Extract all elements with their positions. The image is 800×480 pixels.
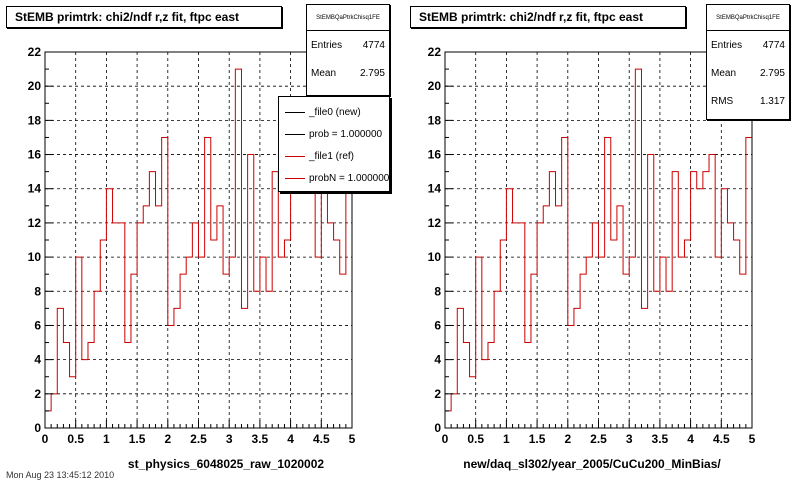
right-y-tick-label: 4	[434, 353, 441, 367]
legend-label: _file1 (ref)	[309, 150, 355, 162]
left-x-tick-label: 1	[103, 432, 110, 446]
left-x-tick-label: 2	[164, 432, 171, 446]
right-x-tick-label: 3	[626, 432, 633, 446]
right-y-tick-label: 22	[428, 45, 442, 59]
left-x-tick-label: 3.5	[252, 432, 269, 446]
left-x-tick-label: 2.5	[190, 432, 207, 446]
right-stats-name: StEMBQaPtrkChisq1FE	[707, 5, 789, 31]
right-stats-value: 2.795	[759, 67, 785, 79]
right-x-tick-label: 0.5	[467, 432, 484, 446]
legend-entry-file0: _file0 (new)	[279, 101, 389, 123]
right-stats-label: Entries	[711, 39, 743, 51]
right-y-tick-label: 6	[434, 318, 441, 332]
left-x-tick-label: 4.5	[313, 432, 330, 446]
left-x-tick-label: 1.5	[129, 432, 146, 446]
left-x-tick-label: 3	[226, 432, 233, 446]
left-stats-box: StEMBQaPtrkChisq1FE Entries 4774 Mean 2.…	[306, 4, 390, 96]
right-y-tick-label: 18	[428, 113, 442, 127]
legend-line-swatch	[285, 133, 305, 135]
right-y-tick-label: 12	[428, 216, 442, 230]
left-stats-row-mean: Mean 2.795	[307, 59, 389, 87]
left-y-tick-label: 12	[28, 216, 42, 230]
left-legend: _file0 (new) prob = 1.000000 _file1 (ref…	[278, 96, 390, 192]
left-y-tick-label: 6	[34, 318, 41, 332]
right-histogram-series	[444, 68, 753, 428]
left-chart-title: StEMB primtrk: chi2/ndf r,z fit, ftpc ea…	[6, 6, 282, 28]
left-stats-value: 4774	[362, 39, 385, 51]
right-x-tick-label: 1.5	[529, 432, 546, 446]
right-stats-value: 1.317	[759, 95, 785, 107]
left-y-tick-label: 14	[28, 182, 42, 196]
right-stats-box: StEMBQaPtrkChisq1FE Entries 4774 Mean 2.…	[706, 4, 790, 120]
right-y-tick-label: 10	[428, 250, 442, 264]
right-y-tick-label: 14	[428, 182, 442, 196]
left-y-tick-label: 10	[28, 250, 42, 264]
right-x-axis-title: new/daq_sl302/year_2005/CuCu200_MinBias/	[463, 457, 721, 471]
right-x-tick-label: 2.5	[590, 432, 607, 446]
right-y-tick-label: 0	[434, 421, 441, 435]
left-y-tick-label: 16	[28, 148, 42, 162]
left-x-axis-title: st_physics_6048025_raw_1020002	[127, 457, 325, 471]
right-x-tick-label: 3.5	[652, 432, 669, 446]
left-stats-value: 2.795	[359, 67, 385, 79]
right-stats-row-entries: Entries 4774	[707, 31, 789, 59]
right-stats-row-mean: Mean 2.795	[707, 59, 789, 87]
legend-line-swatch	[285, 155, 305, 157]
left-y-tick-label: 18	[28, 113, 42, 127]
right-x-tick-label: 4	[687, 432, 694, 446]
left-y-tick-label: 2	[34, 387, 41, 401]
right-chart-title: StEMB primtrk: chi2/ndf r,z fit, ftpc ea…	[410, 6, 686, 28]
right-stats-label: RMS	[711, 95, 734, 107]
right-x-tick-label: 1	[503, 432, 510, 446]
left-y-tick-label: 4	[34, 353, 41, 367]
left-x-tick-label: 0	[42, 432, 49, 446]
legend-line-swatch	[285, 177, 305, 179]
legend-label: probN = 1.000000	[309, 172, 390, 184]
left-stats-label: Mean	[311, 67, 337, 79]
left-stats-row-entries: Entries 4774	[307, 31, 389, 59]
left-y-tick-label: 8	[34, 284, 41, 298]
legend-entry-probn: probN = 1.000000	[279, 167, 389, 189]
legend-entry-prob: prob = 1.000000	[279, 123, 389, 145]
left-x-tick-label: 0.5	[67, 432, 84, 446]
left-stats-name: StEMBQaPtrkChisq1FE	[307, 5, 389, 31]
right-y-tick-label: 16	[428, 148, 442, 162]
right-stats-label: Mean	[711, 67, 737, 79]
right-stats-value: 4774	[762, 39, 785, 51]
right-y-tick-label: 8	[434, 284, 441, 298]
left-y-tick-label: 22	[28, 45, 42, 59]
right-x-tick-label: 2	[564, 432, 571, 446]
legend-label: _file0 (new)	[309, 106, 361, 118]
legend-label: prob = 1.000000	[309, 128, 383, 140]
right-y-tick-label: 20	[428, 79, 442, 93]
legend-entry-file1: _file1 (ref)	[279, 145, 389, 167]
left-y-tick-label: 20	[28, 79, 42, 93]
right-y-tick-label: 2	[434, 387, 441, 401]
left-x-tick-label: 5	[349, 432, 356, 446]
left-x-tick-label: 4	[287, 432, 294, 446]
legend-line-swatch	[285, 111, 305, 113]
right-x-tick-label: 5	[749, 432, 756, 446]
right-stats-row-rms: RMS 1.317	[707, 87, 789, 115]
right-x-tick-label: 0	[442, 432, 449, 446]
left-stats-label: Entries	[311, 39, 343, 51]
right-x-tick-label: 4.5	[713, 432, 730, 446]
timestamp-footer: Mon Aug 23 13:45:12 2010	[6, 470, 115, 480]
left-y-tick-label: 0	[34, 421, 41, 435]
